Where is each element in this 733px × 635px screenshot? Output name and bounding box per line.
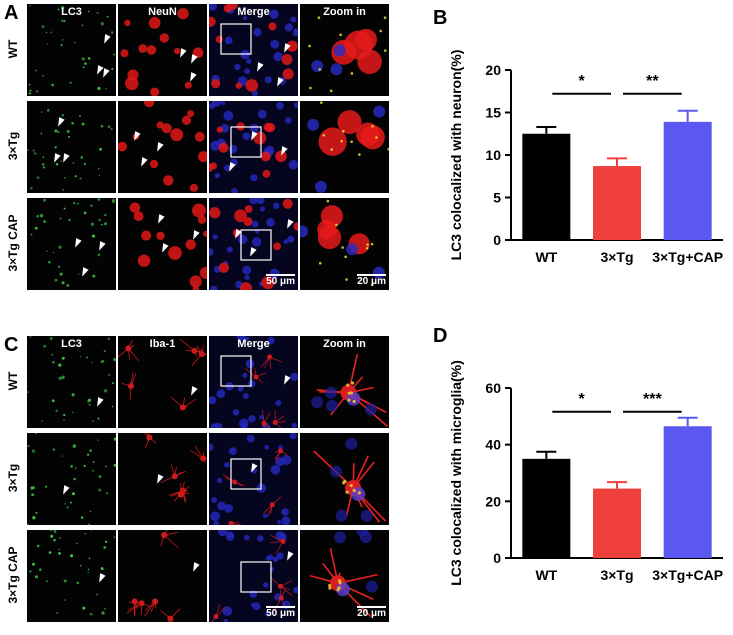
micrograph-tile <box>27 198 116 290</box>
micrograph-tile <box>118 530 207 622</box>
micrograph-tile: Merge <box>209 4 298 96</box>
bar <box>522 133 571 240</box>
column-header: Iba-1 <box>149 338 176 350</box>
scale-bar-merge: 50 μm <box>266 274 295 287</box>
column-header: LC3 <box>61 338 82 350</box>
chart-b: B 0 5 10 15 20 LC3 colocalized with neuron(%) W… <box>433 7 723 265</box>
micrograph-tile <box>27 101 116 193</box>
micrograph-tile: Zoom in <box>300 336 389 428</box>
scale-bar-zoom: 20 μm <box>357 274 386 287</box>
micrograph-tile: Merge <box>209 336 298 428</box>
micrograph-tile: NeuN <box>118 4 207 96</box>
micrograph-tile <box>27 530 116 622</box>
bar <box>522 458 571 558</box>
micrograph-tile: Zoom in <box>300 4 389 96</box>
y-tick-label: 15 <box>485 105 501 121</box>
y-tick-label: 0 <box>493 232 501 248</box>
micrograph-tile <box>209 101 298 193</box>
x-tick-label: 3×Tg+CAP <box>652 567 723 583</box>
micrograph-tile <box>300 101 389 193</box>
y-tick-label: 20 <box>485 62 501 78</box>
y-tick-label: 60 <box>485 380 501 396</box>
micrograph-tile <box>300 433 389 525</box>
x-tick-label: WT <box>535 249 557 265</box>
panel-letter-c: C <box>4 334 19 356</box>
column-header: Zoom in <box>323 6 366 18</box>
panel-letter: B <box>433 7 447 29</box>
y-tick-label: 40 <box>485 437 501 453</box>
column-header: LC3 <box>61 6 82 18</box>
x-tick-label: WT <box>535 567 557 583</box>
scale-bar-merge: 50 μm <box>266 606 295 619</box>
y-tick-label: 0 <box>493 550 501 566</box>
column-header: Merge <box>237 338 270 350</box>
x-tick-label: 3×Tg <box>600 567 633 583</box>
bar <box>663 121 712 240</box>
y-axis-label: LC3 colocalized with neuron(%) <box>448 50 464 261</box>
micrograph-tile: 50 μm <box>209 198 298 290</box>
row-label: WT <box>6 39 20 59</box>
row-label: 3×Tg <box>6 131 20 161</box>
scale-bar-zoom: 20 μm <box>357 606 386 619</box>
y-axis-label: LC3 colocalized with microglia(%) <box>448 360 464 586</box>
y-tick-label: 10 <box>485 147 501 163</box>
chart-d: D 0 20 40 60 LC3 colocalized with microglia(%… <box>433 325 723 586</box>
y-tick-label: 20 <box>485 493 501 509</box>
column-header: Zoom in <box>323 338 366 350</box>
significance-label: * <box>579 73 586 90</box>
row-label: 3×Tg CAP <box>6 214 20 272</box>
x-tick-label: 3×Tg <box>600 249 633 265</box>
micrograph-tile <box>209 433 298 525</box>
micrograph-tile <box>118 101 207 193</box>
micrograph-tile <box>118 433 207 525</box>
row-label: 3×Tg CAP <box>6 546 20 604</box>
micrograph-tile: 20 μm <box>300 198 389 290</box>
row-label: WT <box>6 371 20 391</box>
significance-label: ** <box>646 73 659 90</box>
y-tick-label: 5 <box>493 190 501 206</box>
bar <box>663 426 712 558</box>
micrograph-tile: LC3 <box>27 336 116 428</box>
significance-label: *** <box>643 391 662 408</box>
row-label: 3×Tg <box>6 463 20 493</box>
column-header: Merge <box>237 6 270 18</box>
micrograph-tile: 50 μm <box>209 530 298 622</box>
micrograph-tile: Iba-1 <box>118 336 207 428</box>
bar <box>593 488 641 558</box>
panel-letter: D <box>433 325 447 347</box>
significance-label: * <box>579 391 586 408</box>
bar <box>593 166 641 240</box>
x-tick-label: 3×Tg+CAP <box>652 249 723 265</box>
panel-letter-a: A <box>4 2 19 24</box>
micrograph-tile <box>27 433 116 525</box>
micrograph-tile: LC3 <box>27 4 116 96</box>
micrograph-tile: 20 μm <box>300 530 389 622</box>
column-header: NeuN <box>148 6 177 18</box>
micrograph-tile <box>118 198 207 290</box>
